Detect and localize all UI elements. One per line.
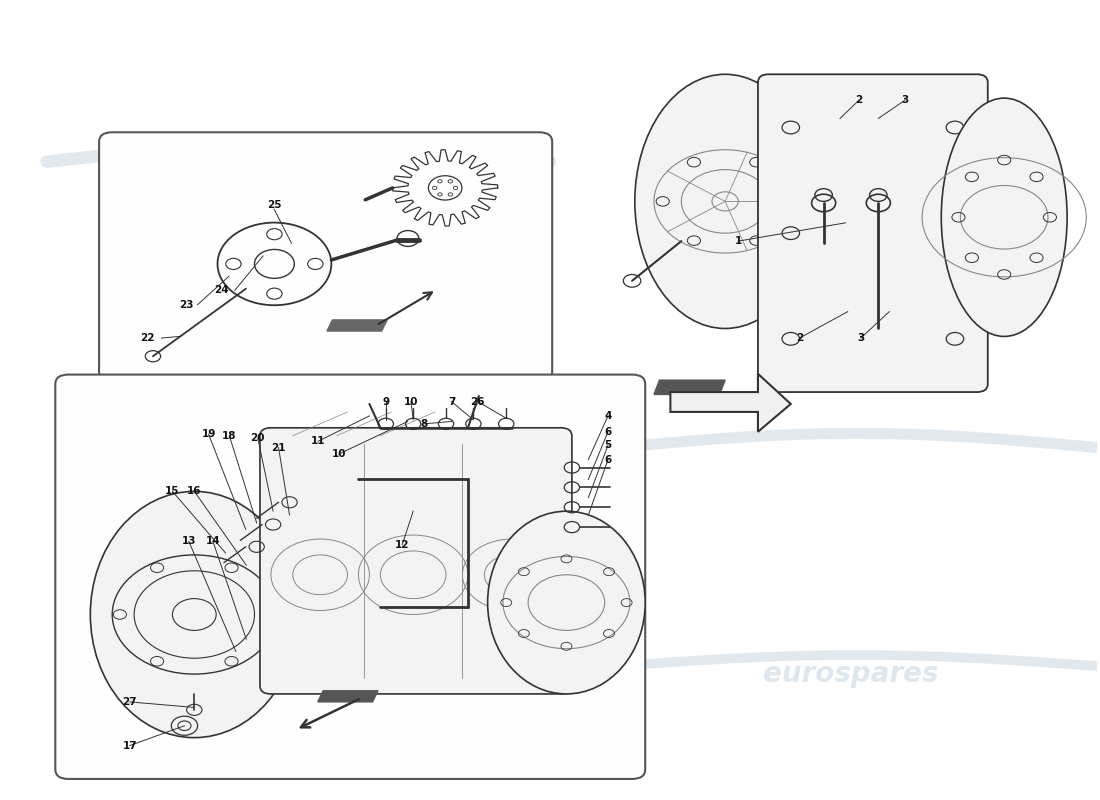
Text: eurospares: eurospares xyxy=(251,559,400,583)
Text: 27: 27 xyxy=(122,697,138,707)
Text: 15: 15 xyxy=(165,486,179,496)
Text: 16: 16 xyxy=(187,486,201,496)
Text: 2: 2 xyxy=(855,95,862,106)
Text: 18: 18 xyxy=(222,430,236,441)
Polygon shape xyxy=(327,320,387,331)
Text: 1: 1 xyxy=(735,236,741,246)
FancyBboxPatch shape xyxy=(260,428,572,694)
Text: 19: 19 xyxy=(201,429,216,439)
Text: 13: 13 xyxy=(182,537,196,546)
Text: 24: 24 xyxy=(214,286,229,295)
Ellipse shape xyxy=(90,491,298,738)
Text: 23: 23 xyxy=(179,300,194,310)
Ellipse shape xyxy=(635,74,815,329)
Text: 4: 4 xyxy=(604,411,612,421)
Polygon shape xyxy=(318,690,378,702)
Text: 6: 6 xyxy=(604,454,612,465)
Text: 8: 8 xyxy=(420,419,428,429)
Text: 6: 6 xyxy=(604,426,612,437)
FancyBboxPatch shape xyxy=(99,132,552,382)
Text: 7: 7 xyxy=(448,397,455,406)
Text: 5: 5 xyxy=(604,440,612,450)
Text: 9: 9 xyxy=(383,397,389,406)
Text: 10: 10 xyxy=(331,449,346,459)
Text: 2: 2 xyxy=(796,333,803,343)
Text: 10: 10 xyxy=(404,397,418,406)
Text: 22: 22 xyxy=(140,333,154,343)
Text: 17: 17 xyxy=(122,741,138,750)
Text: 25: 25 xyxy=(267,200,282,210)
Text: eurospares: eurospares xyxy=(763,660,938,688)
Text: 3: 3 xyxy=(901,95,909,106)
Text: 12: 12 xyxy=(395,539,409,550)
Text: 21: 21 xyxy=(272,442,286,453)
Ellipse shape xyxy=(942,98,1067,337)
Text: 20: 20 xyxy=(251,433,265,443)
FancyBboxPatch shape xyxy=(758,74,988,392)
Text: 11: 11 xyxy=(310,436,326,446)
Text: eurospares: eurospares xyxy=(785,294,917,314)
Polygon shape xyxy=(670,374,791,432)
Text: 26: 26 xyxy=(471,397,485,406)
Ellipse shape xyxy=(487,511,646,694)
Text: 3: 3 xyxy=(857,333,865,343)
Text: 14: 14 xyxy=(206,537,220,546)
Polygon shape xyxy=(654,380,725,394)
Text: eurospares: eurospares xyxy=(204,260,317,278)
FancyBboxPatch shape xyxy=(55,374,646,779)
